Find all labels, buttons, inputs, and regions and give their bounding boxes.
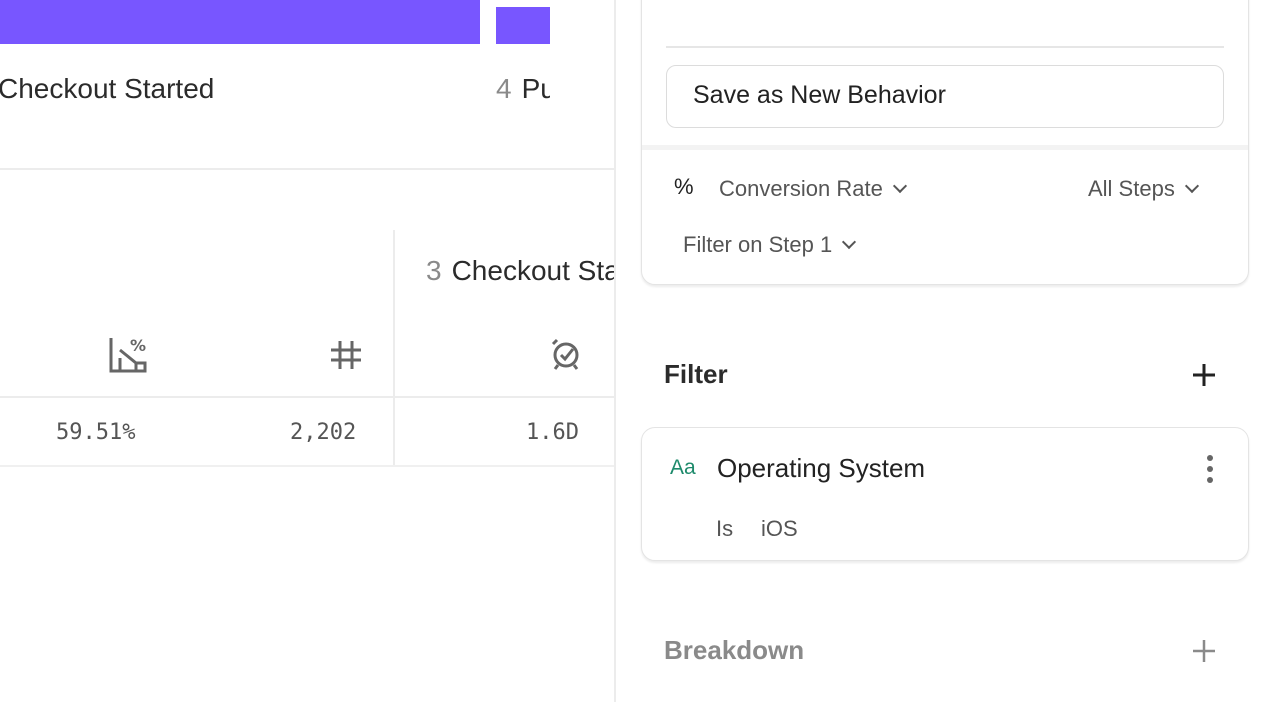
time-to-convert-icon [551,338,579,370]
step-label-checkout-started: Checkout Started [0,73,215,104]
conversion-rate-icon: % [109,336,147,373]
divider [642,145,1248,150]
chevron-down-icon [842,234,857,250]
percent-icon: % [674,174,694,199]
steps-label: All Steps [1088,176,1175,201]
step-label-4: 4 Purchase [496,73,550,105]
cell-time-to-convert: 1.6D [526,420,579,445]
add-filter-icon[interactable] [1191,362,1217,388]
step-number: 4 [496,73,512,104]
filter-step-label: Filter on Step 1 [683,232,833,257]
chevron-down-icon [1184,178,1199,194]
svg-text:%: % [130,336,146,355]
chevron-down-icon [892,178,907,194]
row-divider [0,465,614,467]
report-area: Checkout Started 4 Purchase d 3 Checkout S… [0,0,614,702]
filter-step-dropdown[interactable]: Filter on Step 1 [683,232,857,258]
metric-label: Conversion Rate [719,176,883,201]
filter-value[interactable]: iOS [761,516,798,541]
filter-property[interactable]: Operating System [717,453,926,483]
column-header-step-3: 3 Checkout Started [426,255,614,287]
step-name: Purchase [521,73,550,104]
add-breakdown-icon[interactable] [1191,638,1217,664]
behavior-card: Save as New Behavior % Conversion Rate A… [641,0,1249,285]
row-divider [0,396,614,398]
funnel-bar-step-3[interactable] [0,0,480,44]
hash-icon [331,341,361,369]
cell-conversion-rate: 59.51% [56,420,136,445]
string-type-icon: Aa [670,456,696,479]
step-name: Checkout Started [451,255,614,286]
filter-operator[interactable]: Is [716,516,734,541]
funnel-bar-step-4[interactable] [496,7,550,44]
filter-card[interactable]: Aa Operating System Is iOS [641,427,1249,561]
divider [666,46,1224,48]
cell-count: 2,202 [290,420,357,445]
save-as-new-behavior-button[interactable]: Save as New Behavior [666,65,1224,128]
breakdown-title: Breakdown [664,635,805,665]
step-number: 3 [426,255,442,286]
column-header-prev: d [0,255,2,287]
divider [0,168,614,170]
filter-title: Filter [664,359,728,389]
more-options-icon[interactable] [1204,454,1216,484]
steps-dropdown[interactable]: All Steps [1088,176,1199,202]
column-divider [393,230,395,466]
metric-dropdown[interactable]: Conversion Rate [719,176,907,202]
panel-separator[interactable] [614,0,616,702]
